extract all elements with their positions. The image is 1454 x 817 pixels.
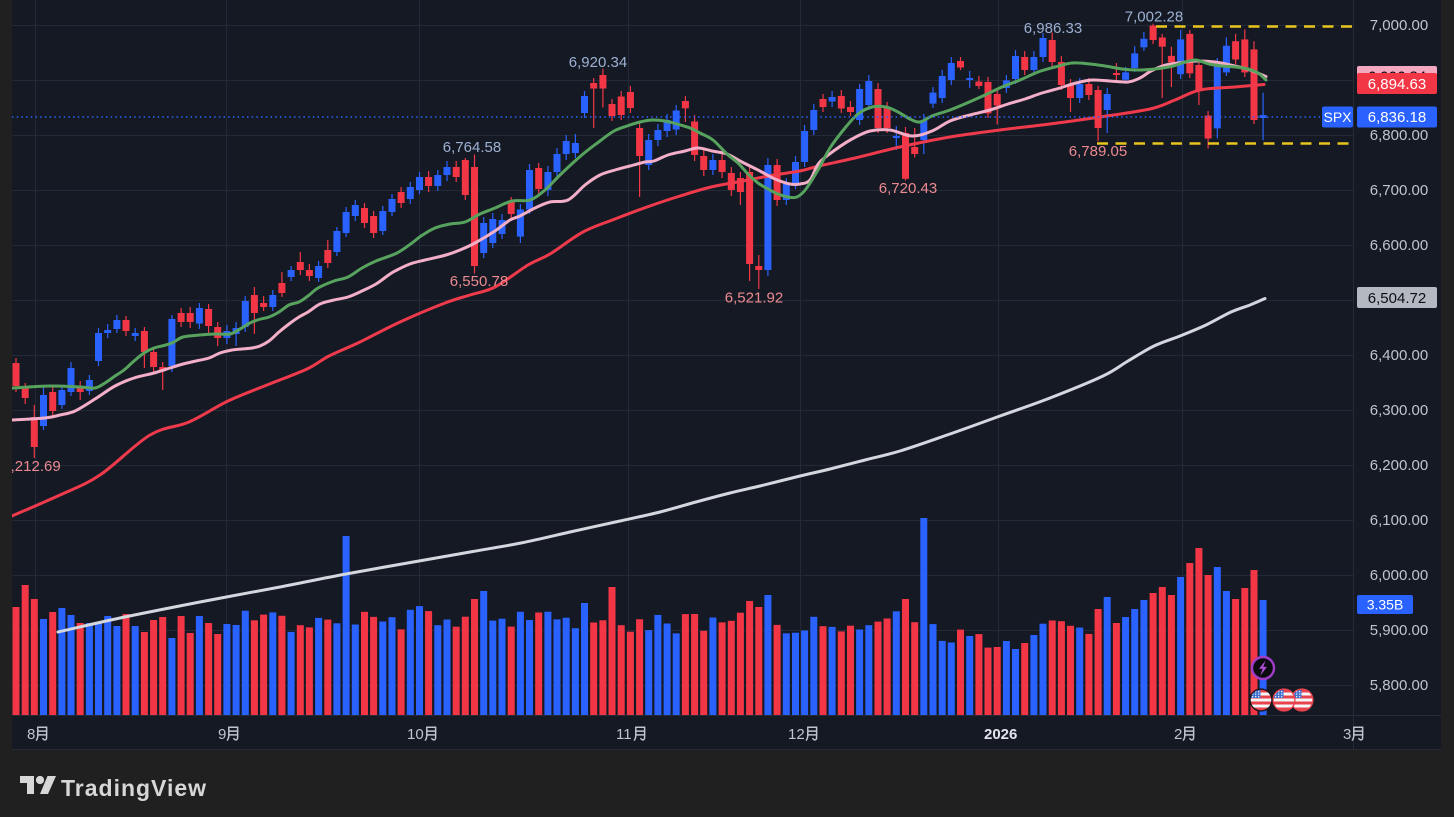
svg-text:6,720.43: 6,720.43 [879, 180, 937, 197]
svg-text:SPX: SPX [1323, 109, 1352, 125]
svg-text:8: 8 [27, 726, 35, 743]
svg-text:6,550.78: 6,550.78 [450, 273, 508, 290]
svg-text:6,600.00: 6,600.00 [1370, 237, 1428, 254]
svg-text:3.35B: 3.35B [1367, 597, 1404, 613]
svg-text:6,800.00: 6,800.00 [1370, 127, 1428, 144]
svg-text:5,900.00: 5,900.00 [1370, 622, 1428, 639]
svg-text:10: 10 [407, 726, 424, 743]
svg-text:6,504.72: 6,504.72 [1368, 290, 1426, 307]
svg-text:6,700.00: 6,700.00 [1370, 182, 1428, 199]
svg-text:6,000.00: 6,000.00 [1370, 567, 1428, 584]
svg-text:2: 2 [1174, 726, 1182, 743]
svg-text:6,100.00: 6,100.00 [1370, 512, 1428, 529]
svg-text:2026: 2026 [984, 726, 1017, 743]
svg-text:6,521.92: 6,521.92 [725, 290, 783, 307]
svg-text:7,002.28: 7,002.28 [1125, 9, 1183, 26]
svg-text:6,894.63: 6,894.63 [1368, 76, 1426, 93]
svg-text:9: 9 [218, 726, 226, 743]
svg-text:6,836.18: 6,836.18 [1368, 109, 1426, 126]
svg-text:12: 12 [788, 726, 805, 743]
svg-text:6,400.00: 6,400.00 [1370, 347, 1428, 364]
svg-text:11: 11 [616, 726, 632, 743]
svg-text:6,200.00: 6,200.00 [1370, 457, 1428, 474]
svg-text:6,986.33: 6,986.33 [1024, 20, 1082, 37]
svg-text:6,764.58: 6,764.58 [443, 139, 501, 156]
svg-text:6,789.05: 6,789.05 [1069, 143, 1127, 160]
svg-text:6,212.69: 6,212.69 [2, 458, 60, 475]
svg-text:6,920.34: 6,920.34 [569, 54, 627, 71]
svg-text:3: 3 [1343, 726, 1351, 743]
svg-text:7,000.00: 7,000.00 [1370, 17, 1428, 34]
svg-text:TradingView: TradingView [61, 775, 207, 801]
svg-text:5,800.00: 5,800.00 [1370, 677, 1428, 694]
svg-text:6,300.00: 6,300.00 [1370, 402, 1428, 419]
